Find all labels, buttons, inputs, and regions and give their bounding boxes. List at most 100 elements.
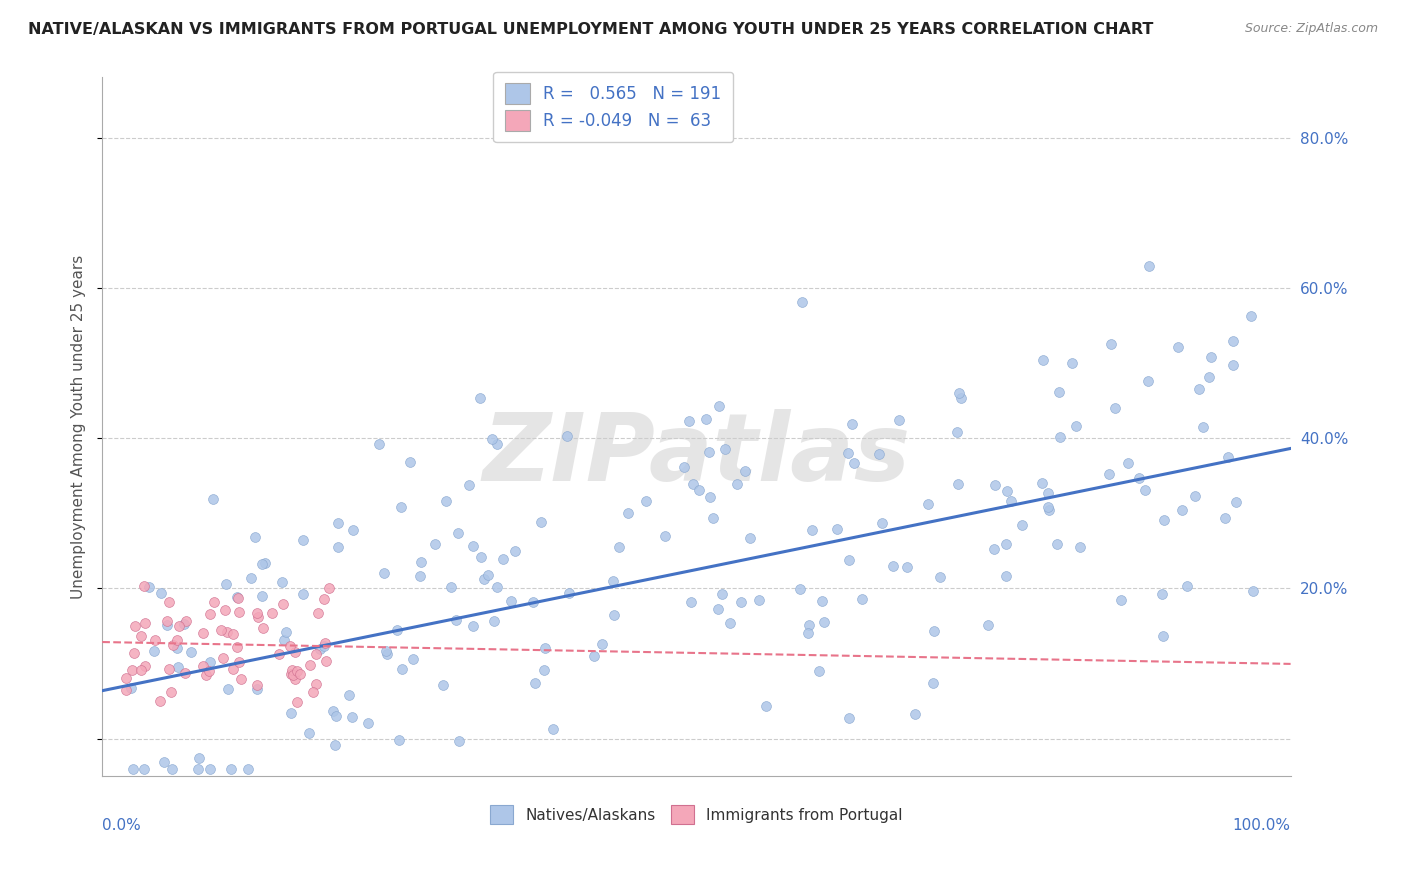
Point [1049,430,1071,444]
Point [121,663,143,677]
Point [602,574,624,588]
Point [174,665,197,680]
Point [402,652,425,666]
Point [246,678,269,692]
Point [367,437,389,451]
Point [470,391,492,405]
Point [278,639,301,653]
Point [285,664,308,678]
Point [409,555,432,569]
Point [1222,358,1244,372]
Point [252,621,274,635]
Point [198,655,221,669]
Point [948,386,970,401]
Point [246,609,269,624]
Point [837,446,859,460]
Point [156,618,179,632]
Point [200,762,222,776]
Point [323,738,346,752]
Point [457,478,479,492]
Point [882,559,904,574]
Point [191,658,214,673]
Point [238,762,260,776]
Point [253,557,276,571]
Point [1032,352,1054,367]
Point [1047,384,1070,399]
Point [273,597,295,611]
Point [115,671,138,685]
Point [1201,350,1223,364]
Point [447,526,470,541]
Point [215,625,238,640]
Point [485,580,508,594]
Point [697,444,720,458]
Point [143,644,166,658]
Point [273,633,295,648]
Point [225,640,247,655]
Point [922,624,945,638]
Point [1128,471,1150,485]
Point [868,447,890,461]
Point [533,663,555,677]
Point [246,682,269,697]
Point [187,762,209,776]
Point [1104,401,1126,415]
Point [800,523,823,537]
Point [1184,489,1206,503]
Point [808,665,831,679]
Point [946,477,969,491]
Point [713,442,735,457]
Point [284,673,307,687]
Point [447,734,470,748]
Point [463,619,485,633]
Point [281,663,304,677]
Point [755,698,778,713]
Point [1000,493,1022,508]
Point [461,539,484,553]
Point [1218,450,1240,465]
Point [115,682,138,697]
Point [1167,340,1189,354]
Point [143,633,166,648]
Point [790,294,813,309]
Point [250,589,273,603]
Point [711,587,734,601]
Point [391,500,413,514]
Point [373,566,395,581]
Point [173,617,195,632]
Point [695,411,717,425]
Point [1109,593,1132,607]
Point [484,614,506,628]
Point [789,582,811,596]
Point [1099,337,1122,351]
Text: 0.0%: 0.0% [103,818,141,833]
Point [1240,310,1263,324]
Legend: Natives/Alaskans, Immigrants from Portugal: Natives/Alaskans, Immigrants from Portug… [482,797,910,831]
Point [328,540,350,554]
Point [896,560,918,574]
Point [709,399,731,413]
Point [636,493,658,508]
Point [827,522,849,536]
Point [149,586,172,600]
Point [929,569,952,583]
Point [1137,259,1160,273]
Point [1213,511,1236,525]
Point [166,633,188,648]
Point [797,626,820,640]
Point [810,594,832,608]
Point [1031,476,1053,491]
Point [797,617,820,632]
Point [280,667,302,681]
Point [841,417,863,431]
Point [169,618,191,632]
Point [148,694,170,708]
Point [1191,419,1213,434]
Point [555,429,578,443]
Point [439,580,461,594]
Point [1152,629,1174,643]
Point [309,642,332,657]
Point [485,437,508,451]
Point [340,710,363,724]
Point [337,688,360,702]
